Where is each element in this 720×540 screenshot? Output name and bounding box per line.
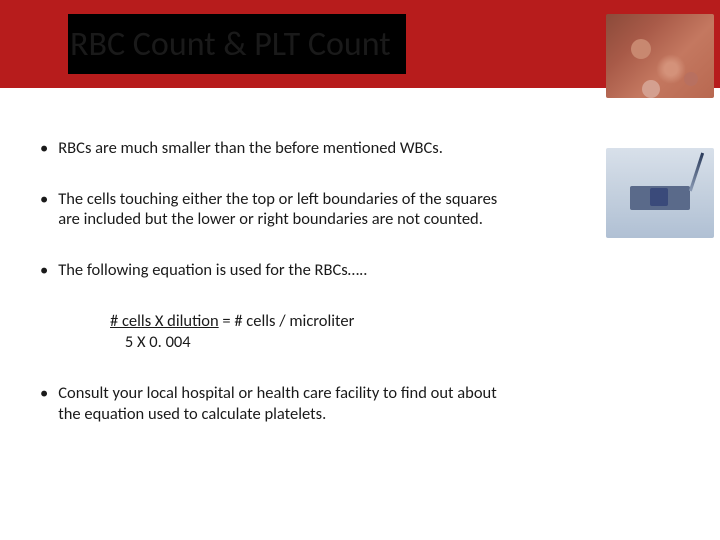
bullet-text: The cells touching either the top or lef…: [58, 189, 520, 230]
slide-title: RBC Count & PLT Count: [70, 24, 391, 65]
pipette-shape: [689, 153, 704, 192]
bullet-mark: •: [40, 383, 48, 424]
bullet-item: • The cells touching either the top or l…: [40, 189, 520, 230]
bullet-item: • RBCs are much smaller than the before …: [40, 138, 520, 159]
bullet-item: • Consult your local hospital or health …: [40, 383, 520, 424]
equation-denominator: 5 X 0. 004: [110, 332, 520, 353]
bullet-text: RBCs are much smaller than the before me…: [58, 138, 443, 159]
bullet-text: Consult your local hospital or health ca…: [58, 383, 520, 424]
equation-line-1: # cells X dilution = # cells / microlite…: [110, 311, 520, 332]
bullet-mark: •: [40, 260, 48, 281]
equation-numerator: # cells X dilution: [110, 311, 219, 331]
equation-block: # cells X dilution = # cells / microlite…: [110, 311, 520, 354]
bullet-text: The following equation is used for the R…: [58, 260, 367, 281]
content-area: • RBCs are much smaller than the before …: [0, 88, 560, 475]
bullet-mark: •: [40, 138, 48, 159]
bullet-mark: •: [40, 189, 48, 230]
bullet-item: • The following equation is used for the…: [40, 260, 520, 281]
hemocytometer-image: [606, 148, 714, 238]
blood-cells-image: [606, 14, 714, 98]
equation-result: = # cells / microliter: [222, 311, 354, 331]
